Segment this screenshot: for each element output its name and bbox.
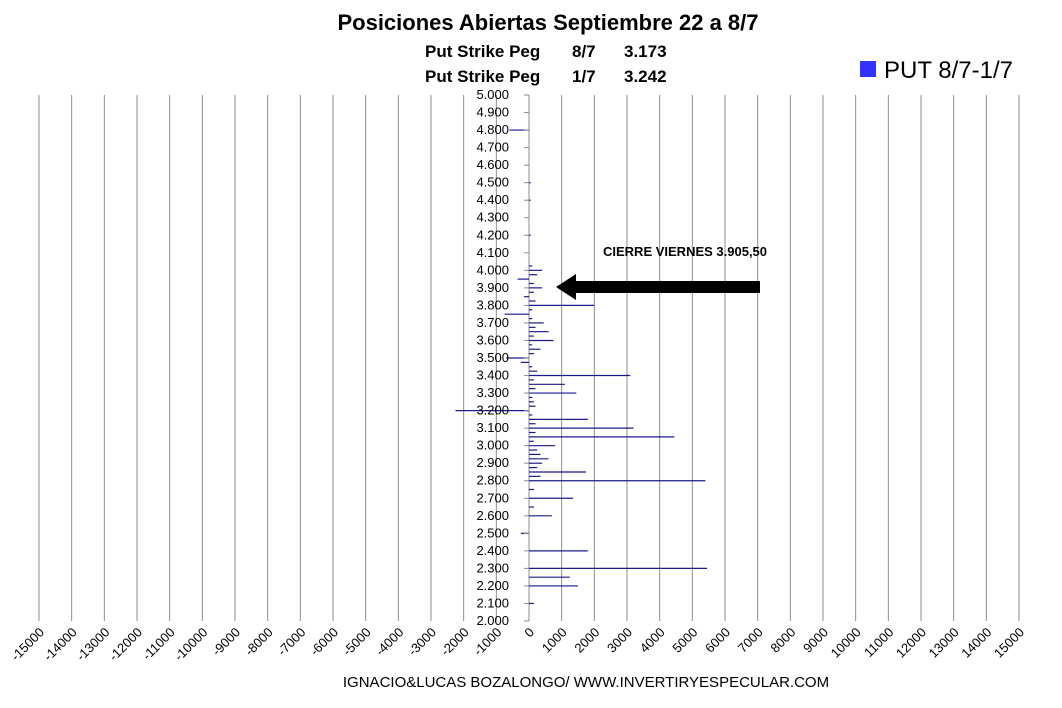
x-tick-label: -6000: [307, 625, 341, 659]
x-tick-label: -11000: [139, 625, 178, 664]
subtitle-2-label: Put Strike Peg: [425, 67, 540, 86]
y-tick-label: 2.500: [476, 525, 509, 540]
y-tick-label: 2.800: [476, 473, 509, 488]
y-tick-label: 2.900: [476, 455, 509, 470]
x-tick-labels: -15000-14000-13000-12000-11000-10000-900…: [8, 625, 1027, 664]
y-tick-label: 4.100: [476, 245, 509, 260]
footer-credit: IGNACIO&LUCAS BOZALONGO/ WWW.INVERTIRYES…: [343, 674, 829, 691]
x-tick-label: 3000: [604, 625, 635, 656]
x-tick-label: -13000: [73, 625, 112, 664]
x-tick-label: 6000: [702, 625, 733, 656]
y-tick-label: 2.100: [476, 595, 509, 610]
x-tick-label: 1000: [539, 625, 570, 656]
x-tick-label: 12000: [893, 625, 929, 661]
x-tick-label: -4000: [372, 625, 406, 659]
x-tick-label: -7000: [274, 625, 308, 659]
y-tick-label: 2.300: [476, 560, 509, 575]
y-tick-label: 3.900: [476, 280, 509, 295]
arrow-left-icon: [556, 274, 576, 300]
x-tick-label: 11000: [861, 625, 896, 660]
bars: [455, 129, 708, 605]
subtitle-1-value: 3.173: [624, 42, 667, 61]
x-tick-label: 4000: [637, 625, 668, 656]
x-tick-label: 13000: [926, 625, 962, 661]
y-tick-label: 2.600: [476, 508, 509, 523]
y-tick-label: 3.800: [476, 297, 509, 312]
x-tick-label: -10000: [171, 625, 210, 664]
y-tick-label: 3.400: [476, 368, 509, 383]
x-tick-label: -12000: [106, 625, 145, 664]
y-tick-label: 3.300: [476, 385, 509, 400]
annotation-text: CIERRE VIERNES 3.905,50: [603, 244, 767, 259]
subtitle-2-date: 1/7: [572, 67, 596, 86]
x-tick-label: 5000: [669, 625, 700, 656]
x-tick-label: -15000: [8, 625, 47, 664]
subtitle-1-date: 8/7: [572, 42, 596, 61]
y-tick-label: 4.700: [476, 140, 509, 155]
x-tick-label: 2000: [571, 625, 602, 656]
subtitle-2-value: 3.242: [624, 67, 667, 86]
y-tick-label: 4.200: [476, 227, 509, 242]
x-tick-label: -8000: [242, 625, 276, 659]
subtitle-1-label: Put Strike Peg: [425, 42, 540, 61]
x-tick-label: 8000: [767, 625, 798, 656]
x-tick-label: -3000: [405, 625, 439, 659]
gridlines: [38, 95, 1020, 621]
legend: PUT 8/7-1/7: [860, 57, 1013, 84]
x-tick-label: 14000: [958, 625, 994, 661]
y-tick-label: 4.500: [476, 175, 509, 190]
y-tick-label: 4.000: [476, 262, 509, 277]
legend-label: PUT 8/7-1/7: [884, 57, 1013, 84]
legend-swatch: [860, 61, 876, 77]
y-tick-label: 5.000: [476, 87, 509, 102]
y-tick-label: 2.200: [476, 578, 509, 593]
x-tick-label: -2000: [438, 625, 472, 659]
y-tick-label: 3.600: [476, 332, 509, 347]
y-tick-label: 3.500: [476, 350, 509, 365]
y-tick-label: 3.200: [476, 403, 509, 418]
y-tick-labels: 2.000 2.100 2.200 2.300 2.400 2.500 2.600 2.700…: [476, 87, 529, 628]
x-tick-label: 10000: [828, 625, 864, 661]
x-tick-label: -5000: [340, 625, 374, 659]
y-tick-label: 3.700: [476, 315, 509, 330]
y-tick-label: 2.700: [476, 490, 509, 505]
x-tick-label: 0: [521, 625, 537, 641]
x-tick-label: -9000: [209, 625, 243, 659]
x-tick-label: 9000: [800, 625, 831, 656]
y-tick-label: 2.000: [476, 613, 509, 628]
y-tick-label: 4.600: [476, 157, 509, 172]
y-tick-label: 3.100: [476, 420, 509, 435]
x-tick-label: -1000: [470, 625, 504, 659]
y-tick-label: 2.400: [476, 543, 509, 558]
close-annotation: CIERRE VIERNES 3.905,50: [556, 244, 767, 300]
y-tick-label: 4.300: [476, 210, 509, 225]
x-tick-label: -14000: [41, 625, 80, 664]
y-tick-label: 4.900: [476, 105, 509, 120]
y-tick-label: 4.400: [476, 192, 509, 207]
y-tick-label: 3.000: [476, 438, 509, 453]
x-tick-label: 15000: [991, 625, 1027, 661]
x-tick-label: 7000: [735, 625, 766, 656]
chart-title: Posiciones Abiertas Septiembre 22 a 8/7: [337, 10, 758, 35]
y-tick-label: 4.800: [476, 122, 509, 137]
